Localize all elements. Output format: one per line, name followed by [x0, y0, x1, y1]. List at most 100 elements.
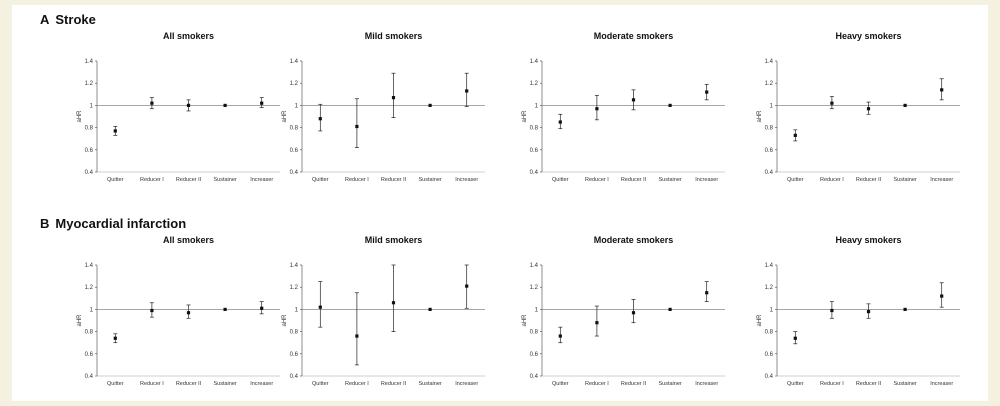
x-tick-label: Reducer II	[856, 381, 882, 387]
chart-title: All smokers	[163, 235, 214, 245]
y-tick-label: 0.4	[765, 170, 774, 176]
data-point	[113, 129, 117, 133]
chart-title: Heavy smokers	[835, 31, 901, 41]
x-tick-label: Reducer II	[856, 177, 882, 183]
x-tick-label: Quitter	[312, 177, 329, 183]
x-tick-label: Reducer I	[345, 381, 369, 387]
y-tick-label: 1.2	[530, 285, 539, 291]
data-point	[113, 336, 117, 340]
x-tick-label: Increaser	[930, 177, 953, 183]
y-tick-label: 1.2	[765, 285, 774, 291]
y-tick-label: 1.4	[85, 59, 94, 65]
data-point	[558, 334, 562, 338]
x-tick-label: Quitter	[107, 177, 124, 183]
y-tick-label: 0.8	[290, 330, 299, 336]
y-axis-label: aHR	[77, 314, 83, 327]
data-point	[150, 101, 154, 105]
data-point	[595, 107, 599, 111]
data-point	[223, 103, 227, 107]
data-point	[668, 103, 672, 107]
x-tick-label: Reducer I	[140, 381, 164, 387]
data-point	[465, 284, 469, 288]
y-tick-label: 1.4	[290, 59, 299, 65]
data-point	[903, 103, 907, 107]
chart-mi-mild-smokers: Mild smokers 0.4 0.6 0.8 1 1.2 1.4 aHR Quitter Re…	[282, 235, 485, 387]
y-tick-label: 1	[535, 307, 539, 313]
chart-stroke-moderate-smokers: Moderate smokers 0.4 0.6 0.8 1 1.2 1.4 aHR Quitt…	[522, 31, 725, 183]
y-tick-label: 1.2	[85, 81, 94, 87]
x-tick-label: Sustainer	[418, 381, 441, 387]
y-tick-label: 0.4	[85, 170, 94, 176]
data-point	[595, 321, 599, 325]
x-tick-label: Reducer II	[621, 381, 647, 387]
data-point	[940, 88, 944, 92]
chart-title: Moderate smokers	[594, 235, 674, 245]
y-tick-label: 1	[295, 307, 299, 313]
data-point	[940, 294, 944, 298]
y-tick-label: 1	[90, 307, 94, 313]
y-tick-label: 1.2	[765, 81, 774, 87]
data-point	[631, 311, 636, 315]
panel-b-title: Myocardial infarction	[55, 216, 187, 231]
y-tick-label: 0.8	[290, 126, 299, 132]
x-tick-label: Quitter	[787, 381, 804, 387]
x-tick-label: Reducer I	[820, 381, 844, 387]
data-point	[318, 117, 322, 121]
x-tick-label: Reducer I	[585, 177, 609, 183]
y-tick-label: 0.4	[530, 170, 539, 176]
y-axis-label: aHR	[757, 110, 763, 123]
panel-a-label: A Stroke	[40, 12, 96, 27]
chart-title: Mild smokers	[365, 235, 423, 245]
y-tick-label: 0.6	[85, 148, 94, 154]
y-axis-label: aHR	[282, 314, 288, 327]
chart-title: Mild smokers	[365, 31, 423, 41]
y-axis-label: aHR	[282, 110, 288, 123]
chart-mi-moderate-smokers: Moderate smokers 0.4 0.6 0.8 1 1.2 1.4 aHR Quitt…	[522, 235, 725, 387]
y-tick-label: 1.4	[530, 263, 539, 269]
x-tick-label: Sustainer	[893, 381, 916, 387]
y-tick-label: 1	[770, 103, 774, 109]
data-point	[428, 103, 432, 107]
data-point	[903, 307, 907, 311]
y-tick-label: 1.4	[530, 59, 539, 65]
x-tick-label: Increaser	[695, 177, 718, 183]
x-tick-label: Quitter	[107, 381, 124, 387]
x-tick-label: Increaser	[455, 177, 478, 183]
chart-title: Moderate smokers	[594, 31, 674, 41]
data-point	[705, 90, 709, 94]
data-point	[391, 301, 396, 305]
data-point	[558, 120, 562, 124]
y-tick-label: 0.4	[290, 374, 299, 380]
data-point	[355, 124, 359, 129]
data-point	[355, 334, 359, 338]
y-axis-label: aHR	[522, 314, 528, 327]
chart-stroke-heavy-smokers: Heavy smokers 0.4 0.6 0.8 1 1.2 1.4 aHR Quitter R…	[757, 31, 960, 183]
chart-mi-heavy-smokers: Heavy smokers 0.4 0.6 0.8 1 1.2 1.4 aHR Quitter R…	[757, 235, 960, 387]
panel-a-letter: A	[40, 12, 50, 27]
data-point	[186, 311, 191, 315]
x-tick-label: Quitter	[552, 381, 569, 387]
data-point	[150, 308, 154, 313]
data-point	[793, 133, 797, 137]
y-tick-label: 0.6	[765, 352, 774, 358]
y-tick-label: 1	[535, 103, 539, 109]
x-tick-label: Increaser	[695, 381, 718, 387]
chart-title: All smokers	[163, 31, 214, 41]
y-tick-label: 0.6	[85, 352, 94, 358]
data-point	[186, 103, 191, 107]
chart-stroke-all-smokers: All smokers 0.4 0.6 0.8 1 1.2 1.4 aHR Quitter Red…	[77, 31, 280, 183]
y-tick-label: 1.4	[290, 263, 299, 269]
y-tick-label: 1.4	[85, 263, 94, 269]
data-point	[830, 101, 834, 105]
data-point	[428, 307, 432, 311]
data-point	[223, 307, 227, 311]
x-tick-label: Sustainer	[658, 381, 681, 387]
data-point	[318, 305, 322, 309]
y-tick-label: 1.2	[290, 81, 299, 87]
y-tick-label: 1.2	[530, 81, 539, 87]
x-tick-label: Increaser	[455, 381, 478, 387]
y-tick-label: 0.8	[765, 126, 774, 132]
y-tick-label: 0.4	[530, 374, 539, 380]
x-tick-label: Quitter	[552, 177, 569, 183]
x-tick-label: Sustainer	[418, 177, 441, 183]
